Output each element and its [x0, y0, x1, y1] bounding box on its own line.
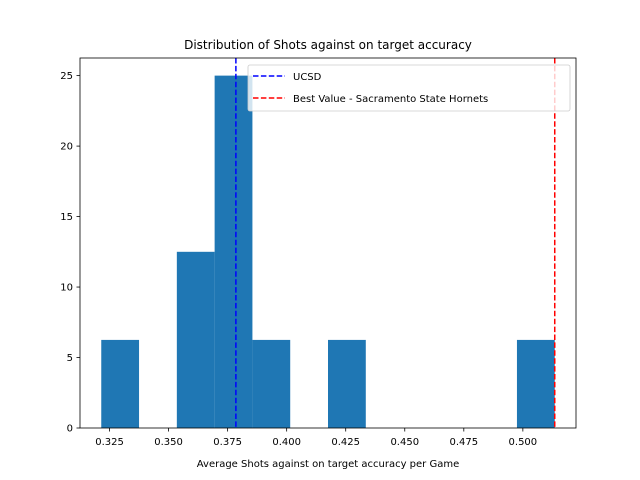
- y-axis-ticks: 0 5 10 15 20 25: [60, 71, 80, 435]
- x-tick-label: 0.425: [331, 437, 360, 448]
- x-axis-ticks: 0.325 0.350 0.375 0.400 0.425 0.450 0.475 0.500: [95, 428, 537, 448]
- y-tick-label: 15: [60, 212, 73, 223]
- y-tick-label: 25: [60, 71, 73, 82]
- reference-lines-group: [235, 58, 556, 428]
- y-tick-label: 0: [67, 424, 73, 435]
- x-tick-label: 0.325: [95, 437, 124, 448]
- histogram-bar: [176, 251, 215, 428]
- x-tick-label: 0.400: [272, 437, 301, 448]
- histogram-bar: [516, 339, 555, 428]
- x-tick-label: 0.450: [390, 437, 419, 448]
- legend-label-best-value: Best Value - Sacramento State Hornets: [293, 94, 488, 105]
- x-tick-label: 0.375: [213, 437, 242, 448]
- bars-group: [101, 75, 555, 428]
- x-tick-label: 0.475: [449, 437, 478, 448]
- x-tick-label: 0.500: [509, 437, 538, 448]
- legend-box: [247, 64, 571, 112]
- legend: UCSD Best Value - Sacramento State Horne…: [247, 64, 571, 112]
- y-tick-label: 10: [60, 283, 73, 294]
- legend-label-ucsd: UCSD: [293, 72, 322, 83]
- plot-area-frame: [79, 57, 577, 429]
- x-tick-label: 0.350: [154, 437, 183, 448]
- x-axis-label: Average Shots against on target accuracy…: [197, 459, 459, 470]
- histogram-bar: [252, 339, 291, 428]
- chart-title: Distribution of Shots against on target …: [184, 38, 472, 52]
- histogram-bar: [328, 339, 366, 428]
- y-tick-label: 5: [67, 353, 73, 364]
- y-tick-label: 20: [60, 142, 73, 153]
- histogram-bar: [214, 75, 253, 428]
- histogram-bar: [101, 339, 140, 428]
